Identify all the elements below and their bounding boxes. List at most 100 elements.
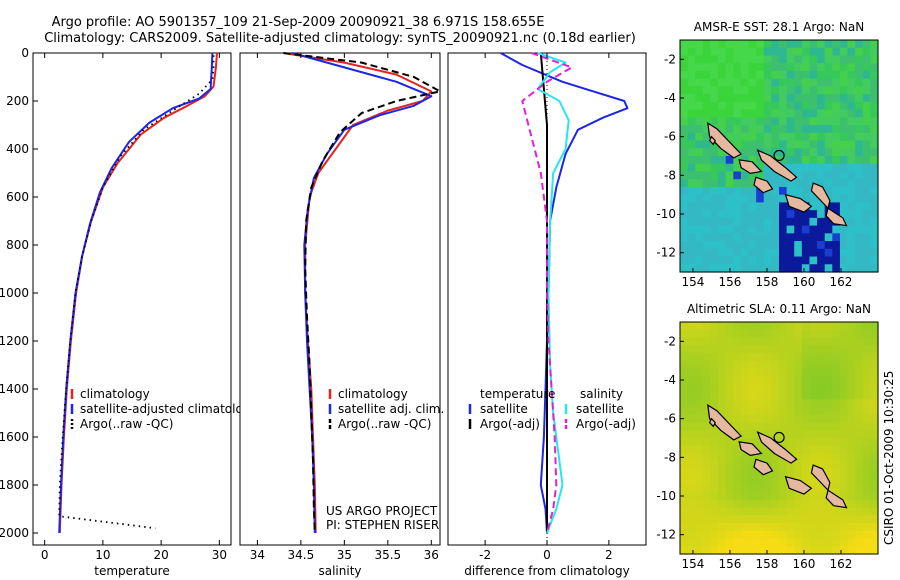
map-cell	[824, 78, 833, 87]
map-cell	[725, 461, 734, 470]
map-cell	[695, 63, 704, 72]
y-tick-label: -12	[656, 246, 676, 260]
map-cell	[862, 117, 871, 126]
map-cell	[733, 322, 742, 331]
map-cell	[817, 63, 826, 72]
map-cell	[733, 179, 742, 188]
map-cell	[855, 109, 864, 118]
map-cell	[702, 530, 712, 540]
map-cell	[695, 125, 704, 134]
map-cell	[740, 352, 750, 362]
map-cell	[718, 376, 727, 385]
map-cell	[756, 476, 765, 485]
map-cell	[824, 163, 833, 173]
map-cell	[786, 109, 795, 118]
map-cell	[779, 492, 788, 501]
map-cell	[870, 329, 879, 339]
map-cell	[824, 264, 833, 273]
map-cell	[756, 210, 765, 219]
map-cell	[794, 515, 803, 524]
map-cell	[786, 499, 795, 509]
map-cell	[824, 368, 833, 377]
map-cell	[794, 499, 803, 509]
map-cell	[733, 383, 742, 393]
map-cell	[786, 248, 795, 258]
map-cell	[839, 171, 849, 180]
map-cell	[779, 484, 788, 493]
map-cell	[794, 445, 803, 455]
map-cell	[718, 360, 727, 369]
map-cell	[794, 368, 803, 377]
map-cell	[862, 233, 871, 242]
map-cell	[855, 40, 864, 49]
map-cell	[733, 225, 742, 234]
x-tick-label: -2	[479, 548, 491, 562]
legend-entry: satellite-adjusted climatolog	[80, 402, 250, 416]
map-cell	[680, 148, 689, 157]
map-cell	[695, 368, 704, 377]
map-cell	[824, 179, 833, 188]
map-cell	[695, 241, 704, 250]
map-cell	[695, 407, 704, 416]
map-cell	[824, 109, 833, 118]
map-cell	[718, 256, 727, 265]
map-cell	[847, 414, 856, 424]
map-cell	[748, 40, 757, 49]
map-cell	[862, 399, 871, 408]
map-cell	[710, 256, 719, 265]
map-cell	[695, 345, 704, 354]
map-cell	[695, 194, 704, 203]
legend-group-heading: temperature	[480, 387, 555, 401]
map-cell	[832, 109, 841, 118]
map-cell	[779, 241, 788, 250]
map-cell	[809, 55, 818, 64]
map-cell	[786, 445, 795, 455]
map-cell	[817, 70, 826, 80]
map-cell	[687, 445, 696, 455]
map-cell	[817, 156, 826, 165]
map-cell	[779, 55, 788, 64]
map-cell	[794, 345, 803, 354]
map-cell	[794, 264, 803, 273]
map-cell	[779, 515, 788, 524]
map-cell	[763, 148, 772, 157]
map-cell	[740, 383, 750, 393]
map-cell	[748, 523, 757, 532]
map-cell	[855, 94, 864, 103]
map-cell	[862, 241, 871, 250]
map-cell	[763, 376, 772, 385]
map-cell	[809, 132, 818, 142]
map-cell	[824, 233, 833, 242]
map-cell	[832, 101, 841, 111]
map-cell	[680, 453, 689, 462]
map-cell	[718, 241, 727, 250]
map-cell	[687, 179, 696, 188]
map-cell	[832, 376, 841, 385]
map-cell	[687, 499, 696, 509]
map-cell	[801, 233, 811, 242]
map-cell	[817, 414, 826, 424]
x-tick-label: 156	[719, 275, 742, 289]
map-cell	[809, 383, 818, 393]
map-cell	[695, 484, 704, 493]
map-cell	[748, 461, 757, 470]
map-cell	[855, 264, 864, 273]
map-cell	[862, 225, 871, 234]
map-cell	[847, 256, 856, 265]
map-cell	[740, 453, 750, 462]
map-cell	[855, 407, 864, 416]
map-cell	[702, 453, 712, 462]
map-cell	[824, 523, 833, 532]
map-cell	[718, 117, 727, 126]
map-cell	[870, 438, 879, 447]
x-tick-label: 20	[153, 548, 168, 562]
map-cell	[687, 194, 696, 203]
map-cell	[817, 376, 826, 385]
map-cell	[687, 186, 696, 196]
map-cell	[725, 156, 734, 165]
map-cell	[695, 202, 704, 211]
map-cell	[809, 538, 818, 547]
map-cell	[847, 101, 856, 111]
map-cell	[839, 248, 849, 258]
map-cell	[855, 546, 864, 555]
